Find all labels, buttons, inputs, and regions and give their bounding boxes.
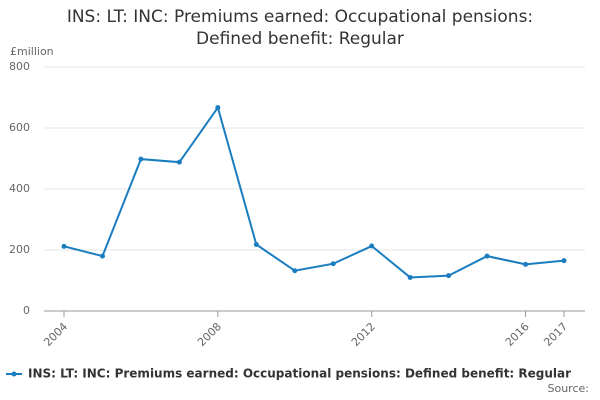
y-tick-label: 800: [9, 60, 30, 73]
x-tick-label: 2017: [541, 320, 570, 349]
data-point: [292, 268, 298, 274]
data-line: [63, 105, 565, 279]
y-tick-label: 600: [9, 121, 30, 134]
data-point: [330, 261, 336, 267]
data-point: [138, 156, 144, 162]
data-point: [99, 253, 105, 259]
y-tick-label: 0: [23, 304, 30, 317]
x-tick-label: 2016: [503, 320, 532, 349]
data-point: [61, 243, 67, 249]
y-tick-label: 200: [9, 243, 30, 256]
data-point: [446, 273, 452, 279]
x-tick-label: 2012: [349, 320, 378, 349]
data-point: [369, 243, 375, 249]
legend-marker: [11, 371, 17, 377]
data-point: [215, 105, 221, 111]
x-tick-label: 2008: [195, 320, 224, 349]
data-point: [561, 258, 567, 264]
chart-title: INS: LT: INC: Premiums earned: Occupatio…: [66, 7, 534, 49]
data-point: [407, 274, 413, 280]
source: Source:: [548, 382, 590, 395]
data-point: [253, 242, 259, 248]
y-tick-label: 400: [9, 182, 30, 195]
x-tick-label: 2004: [41, 320, 70, 349]
data-point: [523, 261, 529, 267]
data-point: [484, 253, 490, 259]
legend-label: INS: LT: INC: Premiums earned: Occupatio…: [28, 367, 571, 381]
data-point: [176, 159, 182, 165]
y-axis-label: £million: [10, 45, 54, 58]
